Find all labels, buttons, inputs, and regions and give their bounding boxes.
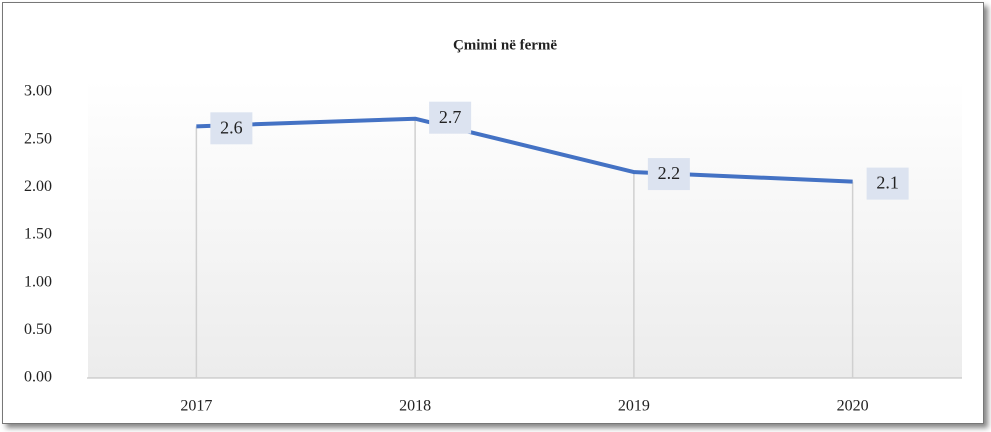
data-label: 2.7 — [439, 107, 462, 127]
data-label-box — [210, 112, 253, 145]
series-line — [196, 116, 853, 184]
data-label: 2.6 — [220, 117, 243, 137]
y-tick-label: 0.50 — [24, 321, 52, 338]
y-tick-label: 2.50 — [24, 130, 52, 147]
y-tick-label: 1.00 — [24, 273, 52, 290]
x-tick-label: 2020 — [837, 398, 869, 415]
x-tick-label: 2017 — [180, 398, 212, 415]
data-label-box — [429, 101, 472, 134]
y-tick-label: 3.00 — [24, 83, 52, 100]
y-tick-label: 0.00 — [24, 369, 52, 386]
data-label-box — [647, 158, 690, 191]
data-label: 2.1 — [876, 173, 899, 193]
data-label-box — [866, 167, 909, 200]
y-tick-label: 2.00 — [24, 178, 52, 195]
data-label: 2.2 — [658, 163, 681, 183]
x-tick-label: 2019 — [618, 398, 650, 415]
chart-title: Çmimi në fermë — [453, 37, 557, 53]
x-tick-label: 2018 — [399, 398, 431, 415]
y-tick-label: 1.50 — [24, 226, 52, 243]
